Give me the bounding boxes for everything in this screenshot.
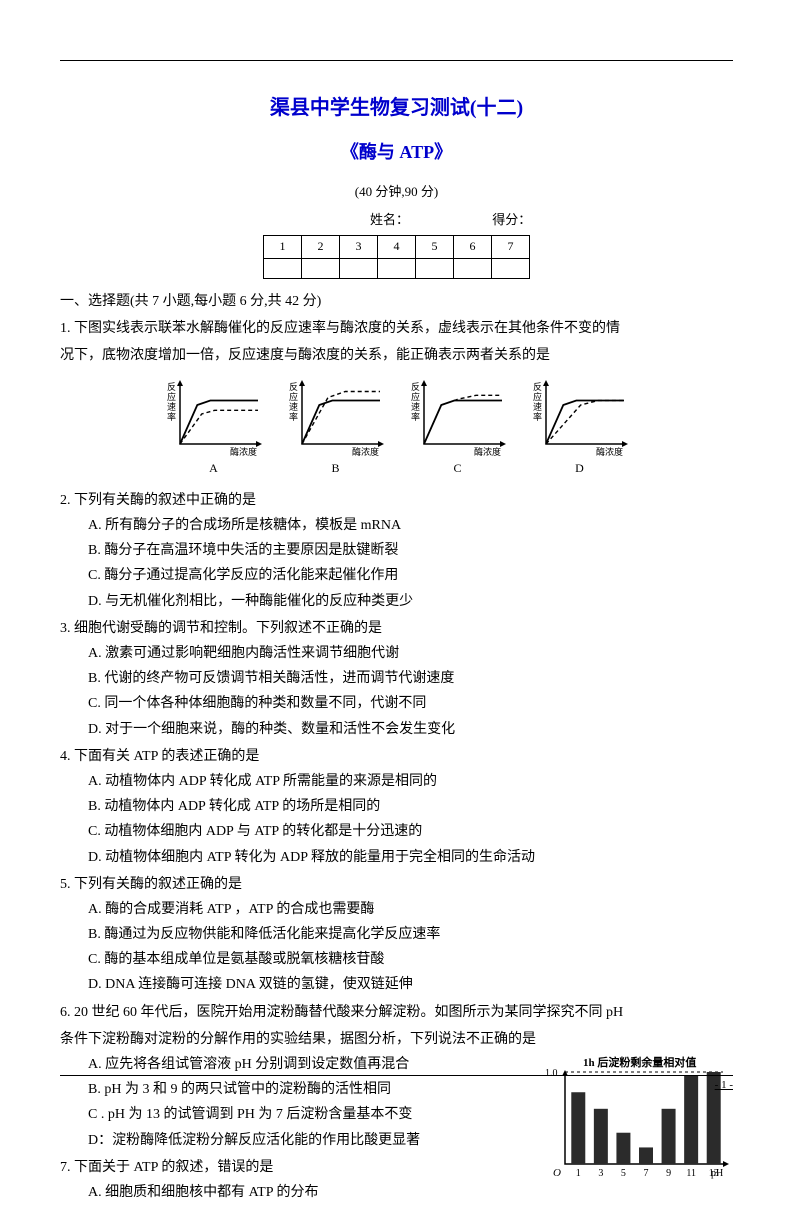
svg-text:1: 1 xyxy=(576,1168,581,1179)
q7-stem: 7. 下面关于 ATP 的叙述，错误的是 xyxy=(60,1155,535,1180)
q3-a: A. 激素可通过影响靶细胞内酶活性来调节细胞代谢 xyxy=(88,641,733,666)
col-3: 3 xyxy=(340,236,378,259)
q5-d: D. DNA 连接酶可连接 DNA 双链的氢键，使双链延伸 xyxy=(88,972,733,997)
svg-text:酶浓度: 酶浓度 xyxy=(230,446,257,456)
q1-panel-label: A xyxy=(209,458,218,480)
title-main: 渠县中学生物复习测试(十二) xyxy=(60,90,733,126)
svg-text:1h 后淀粉剩余量相对值: 1h 后淀粉剩余量相对值 xyxy=(583,1055,696,1069)
svg-text:率: 率 xyxy=(533,411,542,422)
q4-d: D. 动植物体细胞内 ATP 转化为 ADP 释放的能量用于完全相同的生命活动 xyxy=(88,845,733,870)
svg-text:速: 速 xyxy=(533,402,542,412)
answer-blank-row xyxy=(264,258,530,278)
svg-text:速: 速 xyxy=(289,402,298,412)
q4-a: A. 动植物体内 ADP 转化成 ATP 所需能量的来源是相同的 xyxy=(88,769,733,794)
col-6: 6 xyxy=(454,236,492,259)
svg-text:9: 9 xyxy=(666,1168,671,1179)
section-1-heading: 一、选择题(共 7 小题,每小题 6 分,共 42 分) xyxy=(60,289,733,314)
svg-text:率: 率 xyxy=(411,411,420,422)
svg-text:率: 率 xyxy=(167,411,176,422)
svg-text:速: 速 xyxy=(411,402,420,412)
q4-stem: 4. 下面有关 ATP 的表述正确的是 xyxy=(60,744,733,769)
svg-text:酶浓度: 酶浓度 xyxy=(352,446,379,456)
svg-text:O: O xyxy=(553,1167,561,1179)
q1-panel-C: 反应速率酶浓度 C xyxy=(408,376,508,480)
col-7: 7 xyxy=(492,236,530,259)
q6-d: D：淀粉酶降低淀粉分解反应活化能的作用比酸更显著 xyxy=(88,1128,535,1153)
q6-a: A. 应先将各组试管溶液 pH 分别调到设定数值再混合 xyxy=(88,1052,535,1077)
name-label: 姓名： xyxy=(370,212,409,227)
page-number: - 1 - xyxy=(715,1076,733,1096)
svg-text:5: 5 xyxy=(621,1168,626,1179)
q2-a: A. 所有酶分子的合成场所是核糖体，模板是 mRNA xyxy=(88,513,733,538)
svg-text:应: 应 xyxy=(167,391,176,402)
col-5: 5 xyxy=(416,236,454,259)
answer-grid: 1 2 3 4 5 6 7 xyxy=(263,235,530,279)
svg-text:3: 3 xyxy=(598,1168,603,1179)
col-2: 2 xyxy=(302,236,340,259)
svg-text:反: 反 xyxy=(411,382,420,392)
name-score-line: 姓名： 得分： xyxy=(370,208,733,231)
q1-panel-D: 反应速率酶浓度 D xyxy=(530,376,630,480)
q1-panel-label: C xyxy=(453,458,461,480)
svg-text:反: 反 xyxy=(167,382,176,392)
q5-a: A. 酶的合成要消耗 ATP ，ATP 的合成也需要酶 xyxy=(88,897,733,922)
q6-b: B. pH 为 3 和 9 的两只试管中的淀粉酶的活性相同 xyxy=(88,1077,535,1102)
q1-panel-B: 反应速率酶浓度 B xyxy=(286,376,386,480)
svg-text:7: 7 xyxy=(644,1168,649,1179)
q1-stem-1: 1. 下图实线表示联苯水解酶催化的反应速率与酶浓度的关系，虚线表示在其他条件不变… xyxy=(60,316,733,341)
svg-text:应: 应 xyxy=(533,391,542,402)
q5-stem: 5. 下列有关酶的叙述正确的是 xyxy=(60,872,733,897)
col-4: 4 xyxy=(378,236,416,259)
q1-panel-label: D xyxy=(575,458,584,480)
q3-b: B. 代谢的终产物可反馈调节相关酶活性，进而调节代谢速度 xyxy=(88,666,733,691)
q2-stem: 2. 下列有关酶的叙述中正确的是 xyxy=(60,488,733,513)
svg-text:酶浓度: 酶浓度 xyxy=(596,446,623,456)
time-score: (40 分钟,90 分) xyxy=(60,180,733,203)
title-sub: 《酶与 ATP》 xyxy=(60,136,733,168)
q5-b: B. 酶通过为反应物供能和降低活化能来提高化学反应速率 xyxy=(88,922,733,947)
svg-text:反: 反 xyxy=(533,382,542,392)
svg-text:1.0: 1.0 xyxy=(545,1068,558,1079)
svg-text:11: 11 xyxy=(686,1168,696,1179)
svg-text:率: 率 xyxy=(289,411,298,422)
q6-c: C . pH 为 13 的试管调到 PH 为 7 后淀粉含量基本不变 xyxy=(88,1102,535,1127)
svg-text:酶浓度: 酶浓度 xyxy=(474,446,501,456)
q4-b: B. 动植物体内 ADP 转化成 ATP 的场所是相同的 xyxy=(88,794,733,819)
q1-panel-label: B xyxy=(331,458,339,480)
q1-stem-2: 况下，底物浓度增加一倍，反应速度与酶浓度的关系，能正确表示两者关系的是 xyxy=(60,343,733,368)
q6-stem-1: 6. 20 世纪 60 年代后，医院开始用淀粉酶替代酸来分解淀粉。如图所示为某同… xyxy=(60,1000,733,1025)
q3-c: C. 同一个体各种体细胞酶的种类和数量不同，代谢不同 xyxy=(88,691,733,716)
q4-c: C. 动植物体细胞内 ADP 与 ATP 的转化都是十分迅速的 xyxy=(88,819,733,844)
q3-d: D. 对于一个细胞来说，酶的种类、数量和活性不会发生变化 xyxy=(88,717,733,742)
q1-chart-row: 反应速率酶浓度A反应速率酶浓度B反应速率酶浓度C反应速率酶浓度D xyxy=(60,376,733,480)
q1-panel-A: 反应速率酶浓度 A xyxy=(164,376,264,480)
q2-c: C. 酶分子通过提高化学反应的活化能来起催化作用 xyxy=(88,563,733,588)
svg-text:pH: pH xyxy=(711,1168,723,1179)
svg-text:应: 应 xyxy=(289,391,298,402)
q2-d: D. 与无机催化剂相比，一种酶能催化的反应种类更少 xyxy=(88,589,733,614)
score-label: 得分： xyxy=(492,212,531,227)
q6-stem-2: 条件下淀粉酶对淀粉的分解作用的实验结果，据图分析，下列说法不正确的是 xyxy=(60,1027,733,1052)
answer-header-row: 1 2 3 4 5 6 7 xyxy=(264,236,530,259)
q3-stem: 3. 细胞代谢受酶的调节和控制。下列叙述不正确的是 xyxy=(60,616,733,641)
svg-text:应: 应 xyxy=(411,391,420,402)
svg-text:反: 反 xyxy=(289,382,298,392)
footer-rule xyxy=(60,1075,733,1076)
top-rule xyxy=(60,60,733,61)
q5-c: C. 酶的基本组成单位是氨基酸或脱氧核糖核苷酸 xyxy=(88,947,733,972)
q2-b: B. 酶分子在高温环境中失活的主要原因是肽键断裂 xyxy=(88,538,733,563)
col-1: 1 xyxy=(264,236,302,259)
q7-a: A. 细胞质和细胞核中都有 ATP 的分布 xyxy=(88,1180,535,1205)
svg-text:速: 速 xyxy=(167,402,176,412)
